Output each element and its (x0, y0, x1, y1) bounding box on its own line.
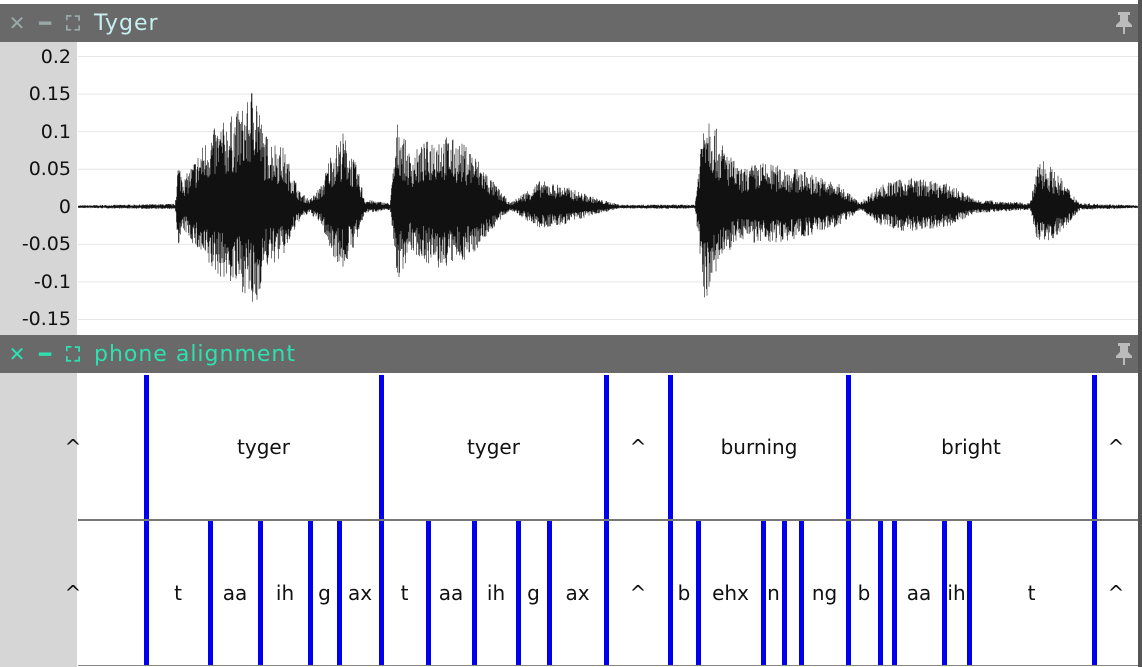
y-tick-label: -0.1 (33, 270, 71, 293)
word-boundary[interactable] (1092, 375, 1097, 519)
close-icon[interactable]: ✕ (8, 342, 26, 366)
phone-label[interactable]: b (677, 581, 691, 605)
phone-label[interactable]: ih (486, 581, 506, 605)
phone-label[interactable]: ^ (64, 581, 82, 605)
phone-label[interactable]: ^ (1107, 581, 1125, 605)
y-tick-label: 0 (58, 195, 71, 218)
phone-label[interactable]: ax (565, 581, 590, 605)
word-boundary[interactable] (668, 375, 673, 519)
word-label[interactable]: ^ (64, 435, 82, 459)
phone-boundary[interactable] (782, 521, 787, 665)
alignment-title-bar: ✕ ━ ⛶ phone alignment (0, 335, 1138, 373)
pin-icon[interactable] (1114, 342, 1134, 366)
phone-label[interactable]: ^ (629, 581, 647, 605)
minimize-icon[interactable]: ━ (38, 11, 52, 35)
phone-boundary[interactable] (208, 521, 213, 665)
phone-label[interactable]: ng (811, 581, 838, 605)
window-title: phone alignment (94, 341, 296, 367)
phone-boundary[interactable] (846, 521, 851, 665)
phone-boundary[interactable] (379, 521, 384, 665)
phone-label[interactable]: g (527, 581, 540, 605)
phone-boundary[interactable] (308, 521, 313, 665)
phone-boundary[interactable] (892, 521, 897, 665)
phone-label[interactable]: t (1027, 581, 1036, 605)
phone-label[interactable]: t (174, 581, 182, 605)
phone-label[interactable]: aa (438, 581, 464, 605)
phone-boundary[interactable] (258, 521, 263, 665)
y-tick-label: -0.15 (21, 308, 71, 331)
waveform-trace (78, 93, 1138, 302)
minimize-icon[interactable]: ━ (38, 342, 52, 366)
y-tick-label: 0.1 (40, 120, 71, 143)
phone-boundary[interactable] (799, 521, 804, 665)
phone-boundary[interactable] (426, 521, 431, 665)
phone-label[interactable]: ax (347, 581, 373, 605)
word-boundary[interactable] (379, 375, 384, 519)
phone-label[interactable]: t (400, 581, 409, 605)
alignment-panel[interactable]: ^ tyger tyger ^ burning bright ^ ^ t aa ih g ax t aa ih… (65, 375, 1138, 666)
word-label[interactable]: ^ (1107, 435, 1125, 459)
phone-label[interactable]: b (857, 581, 871, 605)
y-tick-label: -0.05 (21, 233, 71, 256)
phone-boundary[interactable] (472, 521, 477, 665)
word-boundary[interactable] (604, 375, 609, 519)
word-label[interactable]: bright (941, 435, 1001, 459)
waveform-title-bar: ✕ ━ ⛶ Tyger (0, 4, 1138, 42)
phone-label[interactable]: g (318, 581, 331, 605)
y-tick-label: 0.2 (40, 45, 71, 68)
word-boundary[interactable] (144, 375, 149, 519)
phone-boundary[interactable] (144, 521, 149, 665)
phone-boundary[interactable] (337, 521, 342, 665)
phone-boundary[interactable] (668, 521, 673, 665)
phone-boundary[interactable] (516, 521, 521, 665)
phone-boundary[interactable] (604, 521, 609, 665)
phone-boundary[interactable] (967, 521, 972, 665)
word-label[interactable]: tyger (237, 435, 290, 459)
close-icon[interactable]: ✕ (8, 11, 26, 35)
phone-boundary[interactable] (1092, 521, 1097, 665)
y-axis-gutter: 0.2 0.15 0.1 0.05 0 -0.05 -0.1 -0.15 (0, 42, 77, 335)
pin-icon[interactable] (1114, 11, 1134, 35)
word-boundary[interactable] (846, 375, 851, 519)
phone-label[interactable]: ih (275, 581, 295, 605)
window-border (1138, 0, 1142, 667)
phone-label[interactable]: n (767, 581, 780, 605)
phone-boundary[interactable] (761, 521, 766, 665)
phone-boundary[interactable] (696, 521, 701, 665)
phone-label[interactable]: ehx (712, 581, 749, 605)
phone-label[interactable]: ih (947, 581, 966, 605)
phone-boundary[interactable] (878, 521, 883, 665)
window-title: Tyger (94, 10, 159, 36)
y-tick-label: 0.05 (28, 158, 71, 181)
phone-boundary[interactable] (942, 521, 947, 665)
maximize-icon[interactable]: ⛶ (66, 342, 80, 366)
word-label[interactable]: ^ (629, 435, 647, 459)
word-label[interactable]: tyger (467, 435, 520, 459)
maximize-icon[interactable]: ⛶ (66, 11, 80, 35)
phone-label[interactable]: aa (906, 581, 932, 605)
alignment-gutter (0, 373, 77, 667)
phone-boundary[interactable] (547, 521, 552, 665)
waveform-plot[interactable] (78, 43, 1138, 333)
word-label[interactable]: burning (720, 435, 798, 459)
phone-label[interactable]: aa (222, 581, 248, 605)
y-tick-label: 0.15 (28, 83, 71, 106)
tier-divider (78, 519, 1138, 521)
